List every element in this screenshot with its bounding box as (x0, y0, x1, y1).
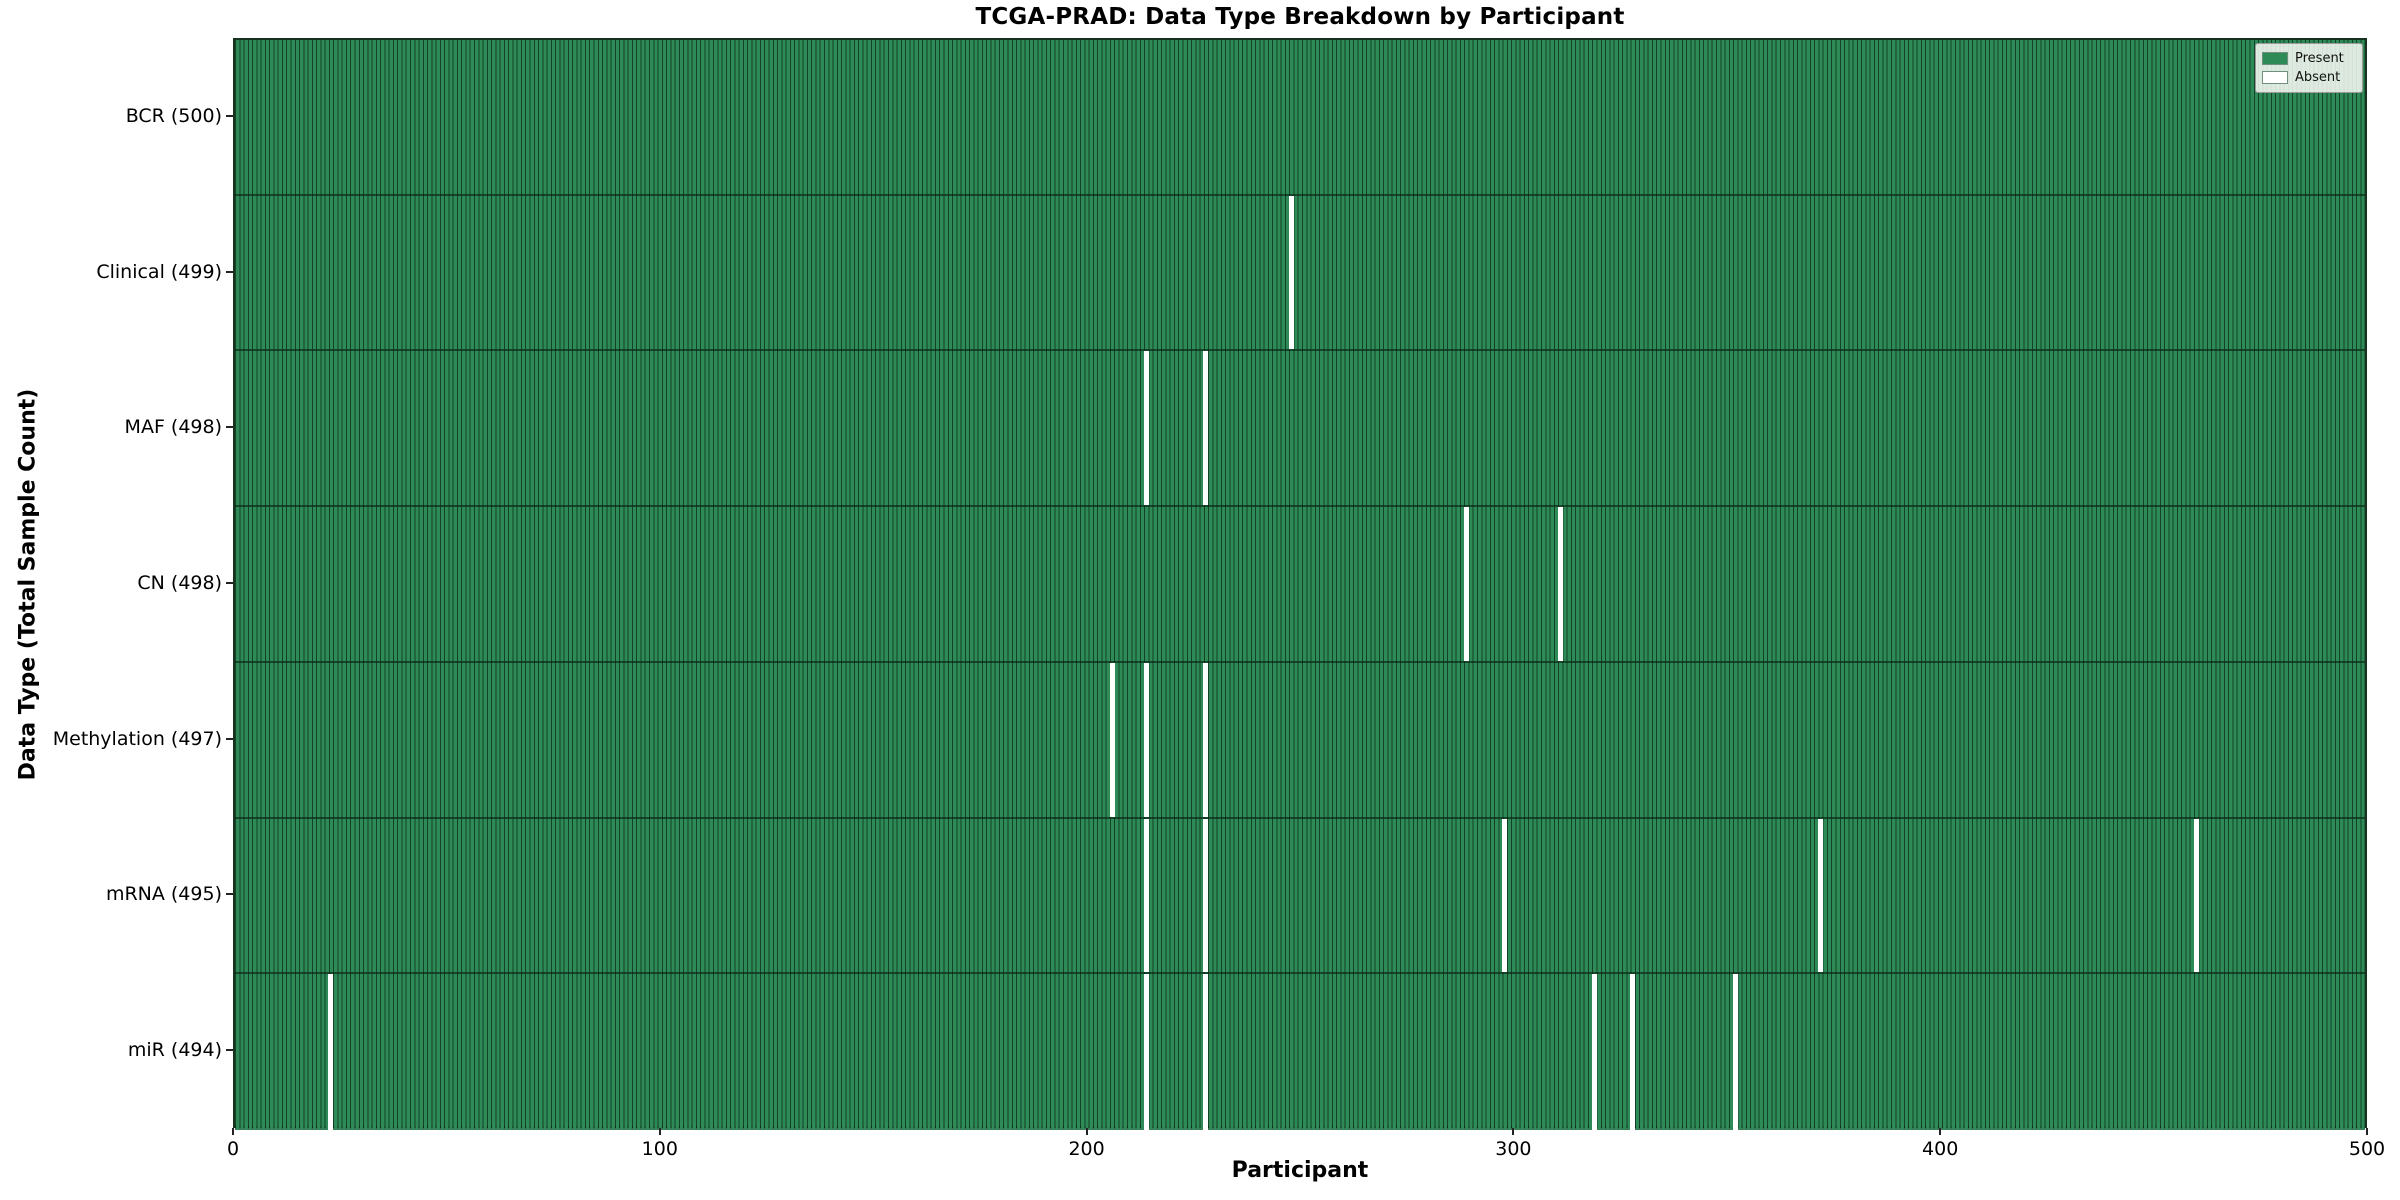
y-tick-mark (226, 582, 233, 584)
absent-gap (2193, 818, 2199, 973)
absent-gap (1288, 195, 1294, 350)
x-tick-mark (1939, 1128, 1942, 1135)
y-tick-label: BCR (500) (125, 104, 222, 127)
x-axis-label: Participant (1231, 1158, 1369, 1183)
legend-item-absent: Absent (2262, 68, 2362, 87)
y-tick-mark (226, 426, 233, 429)
absent-gap (1203, 351, 1209, 506)
x-tick-label: 200 (1068, 1138, 1105, 1160)
legend-label: Present (2295, 51, 2344, 66)
x-tick-mark (1512, 1128, 1515, 1135)
row-band-methylation (235, 662, 2365, 819)
absent-gap (1143, 974, 1149, 1130)
y-tick-mark (226, 893, 233, 896)
y-tick-mark (226, 270, 233, 273)
absent-gap (1203, 818, 1209, 973)
row-band-bcr (235, 40, 2365, 196)
absent-gap (1818, 818, 1824, 973)
x-tick-mark (2366, 1128, 2368, 1135)
y-tick-label: miR (494) (127, 1039, 222, 1062)
absent-swatch-icon (2262, 71, 2288, 84)
absent-gap (1203, 974, 1209, 1130)
y-tick-mark (226, 737, 233, 740)
x-tick-mark (658, 1128, 661, 1135)
x-tick-label: 0 (226, 1138, 240, 1160)
absent-gap (1463, 507, 1469, 661)
absent-gap (1630, 974, 1636, 1130)
absent-gap (328, 974, 334, 1130)
legend-label: Absent (2295, 70, 2341, 85)
absent-gap (1557, 507, 1563, 661)
x-tick-label: 100 (641, 1138, 678, 1160)
absent-gap (1109, 662, 1115, 817)
absent-gap (1502, 818, 1508, 973)
present-swatch-icon (2262, 52, 2288, 65)
absent-gap (1591, 974, 1597, 1130)
x-tick-label: 400 (1922, 1138, 1959, 1160)
row-band-mir (235, 974, 2365, 1130)
row-band-mrna (235, 818, 2365, 975)
absent-gap (1203, 662, 1209, 817)
absent-gap (1143, 818, 1149, 973)
y-tick-label: Methylation (497) (52, 727, 222, 750)
absent-gap (1732, 974, 1738, 1130)
legend-item-present: Present (2262, 49, 2362, 68)
x-tick-label: 500 (2348, 1138, 2386, 1160)
x-tick-mark (232, 1128, 234, 1135)
y-tick-label: mRNA (495) (105, 883, 222, 906)
absent-gap (1143, 662, 1149, 817)
y-tick-label: Clinical (499) (96, 260, 222, 283)
y-tick-mark (226, 114, 233, 117)
x-tick-label: 300 (1495, 1138, 1532, 1160)
row-band-maf (235, 351, 2365, 508)
absent-gap (1143, 351, 1149, 506)
legend: Present Absent (2255, 43, 2363, 93)
plot-area (233, 38, 2367, 1130)
row-band-cn (235, 507, 2365, 663)
chart-title: TCGA-PRAD: Data Type Breakdown by Partic… (975, 4, 1625, 30)
y-tick-label: MAF (498) (124, 416, 222, 439)
row-band-clinical (235, 195, 2365, 352)
y-tick-mark (226, 1049, 233, 1052)
y-tick-label: CN (498) (137, 572, 222, 594)
x-tick-mark (1085, 1128, 1088, 1135)
